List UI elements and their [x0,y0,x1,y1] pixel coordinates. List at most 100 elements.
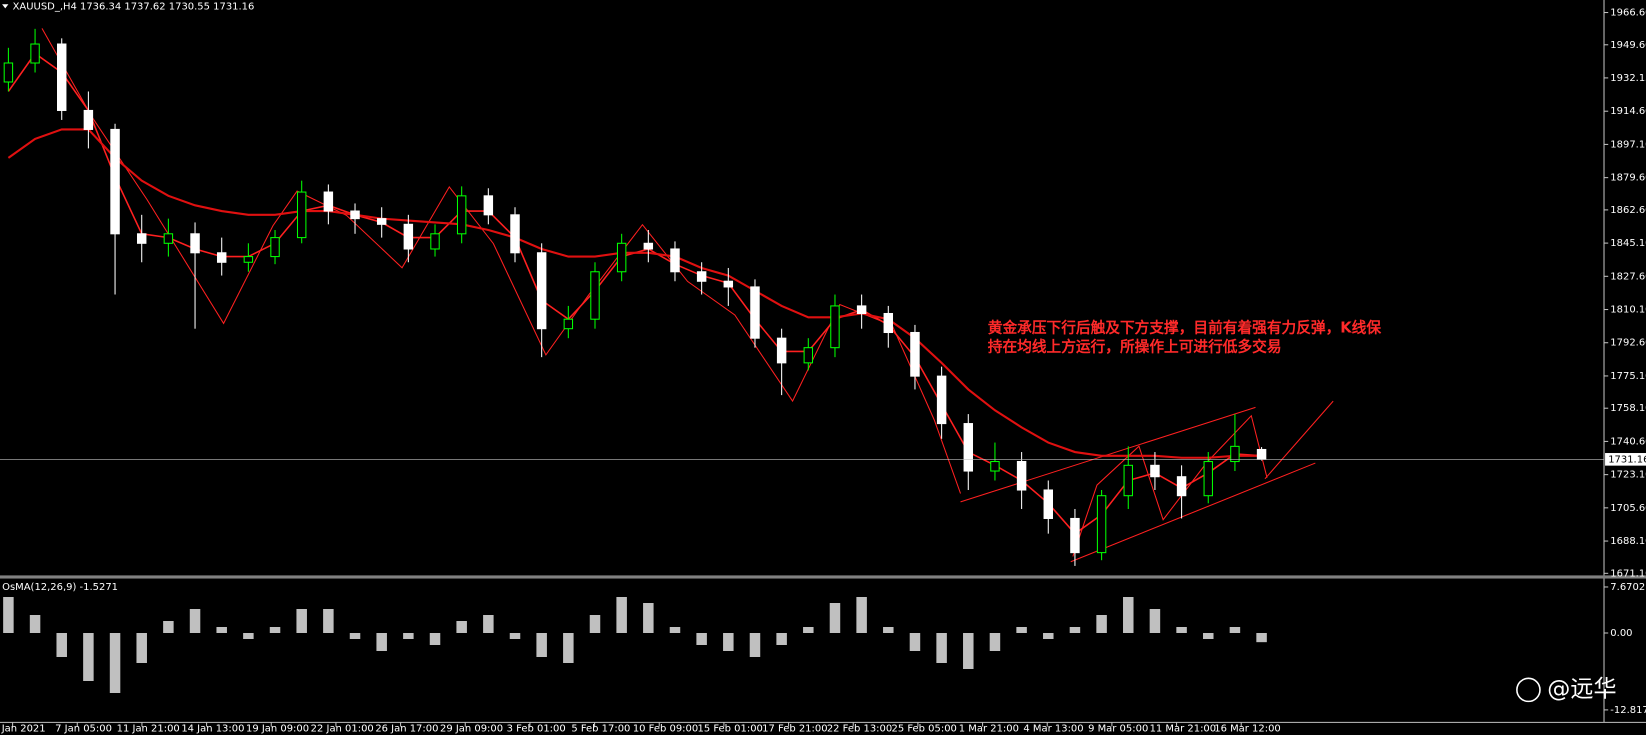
y-tick-label: 1740.60 [1610,436,1646,447]
osma-bar [989,633,1001,651]
candle-body [856,305,867,315]
candle-body [83,109,94,130]
candle-body [936,375,947,425]
osma-bar [216,627,227,634]
osma-bar [29,615,41,634]
candle-body [1096,495,1107,554]
candle-body [57,43,67,111]
candle-body [563,318,574,330]
candle-body [723,280,734,288]
y-tick-label: 1949.60 [1610,40,1646,51]
candle-body [883,312,894,334]
osma-bar [669,627,681,634]
price-label: 1731.16 [1608,454,1646,465]
x-tick-label: 10 Feb 09:00 [633,724,698,735]
candle-body [216,252,227,263]
osma-bar [323,609,334,633]
y-tick-label: 1792.60 [1610,338,1646,349]
candle-body [376,218,387,225]
x-tick-label: 3 Feb 01:00 [507,724,566,735]
osma-bar [56,633,67,657]
price-label-box [1605,453,1646,466]
x-tick-label: 14 Jan 13:00 [181,724,244,735]
osma-bar [1123,597,1134,633]
osma-bar [536,633,547,657]
candle-body [270,237,280,258]
x-tick-label: 11 Mar 21:00 [1150,724,1217,735]
candle-body [1150,464,1160,478]
x-tick-label: 29 Jan 09:00 [440,724,503,735]
candle-body [243,256,254,263]
osma-bar [829,603,841,633]
y-tick-label: 1827.60 [1610,271,1646,282]
candle-body [1176,476,1187,497]
watermark: @远华 [1547,676,1616,702]
candle-body [1070,517,1080,554]
candle-body [110,128,120,235]
y-tick-label: 1897.10 [1610,139,1646,150]
candle-body [403,223,414,250]
osma-bar [403,633,414,639]
candle-body [456,195,467,235]
osma-bar [296,609,307,633]
osma-bar [776,633,787,645]
x-tick-label: 5 Feb 17:00 [571,724,630,735]
y-tick-label: 1914.60 [1610,106,1646,117]
y-tick-label: 1671.10 [1610,568,1646,579]
osma-bar [349,633,361,639]
osma-bar [936,633,947,663]
candle-body [3,62,14,83]
osma-bar [109,633,121,693]
osma-bar [803,627,814,634]
watermark-icon [1516,677,1541,703]
candle-body [990,461,1000,472]
x-tick-label: 22 Feb 13:00 [827,724,892,735]
candle-body [1016,461,1027,491]
menu-arrow [2,4,9,9]
candle-body [910,331,920,377]
osma-bar [136,633,147,663]
x-tick-label: 5 Jan 2021 [0,724,46,735]
y-tick-label: 0.00 [1610,628,1632,639]
x-tick-label: 1 Mar 21:00 [959,724,1019,735]
candle-body [190,233,200,254]
inner-zigzag [1072,414,1268,557]
x-tick-label: 16 Mar 12:00 [1214,724,1281,735]
y-tick-label: 1862.60 [1610,205,1646,216]
x-tick-label: 7 Jan 05:00 [55,724,112,735]
candle-body [536,252,547,330]
candle-body [430,233,440,250]
osma-bar [1256,633,1267,643]
candle-body [510,214,520,254]
osma-bar [909,633,921,651]
y-tick-label: 1775.10 [1610,371,1646,382]
symbol-header: XAUUSD_,H4 1736.34 1737.62 1730.55 1731.… [13,1,255,12]
y-tick-label: -12.8172 [1610,705,1646,716]
candle-body [750,286,760,339]
annotation: 持在均线上方运行，所操作上可进行低多交易 [988,338,1282,356]
candle-body [670,248,680,273]
candle-body [163,233,174,244]
candle-body [1256,448,1267,460]
candle-body [1203,461,1213,497]
osma-bar [83,633,94,681]
osma-bar [1016,627,1027,634]
x-tick-label: 26 Jan 17:00 [375,724,438,735]
osma-bar [376,633,387,651]
osma-bar [856,597,867,633]
osma-bar [3,597,14,633]
channel-lower [1070,462,1316,563]
candle-body [1230,445,1240,463]
osma-title: OsMA(12,26,9) -1.5271 [2,582,118,593]
candle-body [483,195,494,216]
x-tick-label: 11 Jan 21:00 [117,724,180,735]
y-tick-label: 1932.15 [1610,73,1646,84]
candle-body [776,337,787,364]
osma-bar [429,633,441,645]
y-tick-label: 1879.60 [1610,173,1646,184]
y-tick-label: 1723.10 [1610,470,1646,481]
osma-bar [483,615,494,634]
osma-bar [696,633,707,645]
candle-body [296,191,307,239]
